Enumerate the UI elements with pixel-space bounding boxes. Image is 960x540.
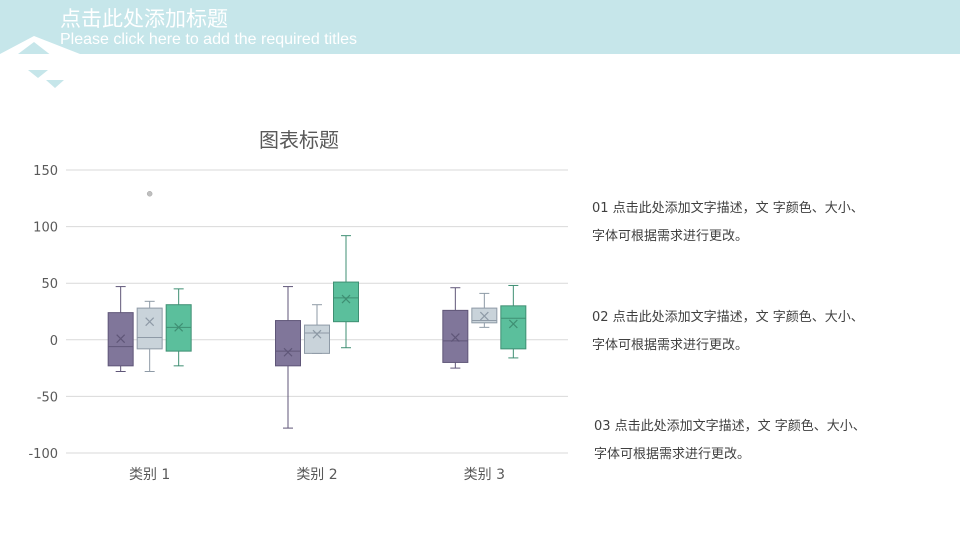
- x-tick-label: 类别 2: [296, 467, 337, 483]
- page-subtitle: Please click here to add the required ti…: [60, 31, 358, 48]
- mean-marker: [116, 334, 126, 344]
- x-tick-label: 类别 1: [129, 467, 170, 483]
- box: [442, 309, 469, 363]
- y-tick-label: -50: [37, 390, 58, 405]
- box: [275, 320, 301, 367]
- x-tick-label: 类别 3: [464, 467, 505, 483]
- mean-marker: [450, 333, 460, 342]
- y-tick-label: 50: [41, 277, 58, 292]
- box: [304, 324, 330, 354]
- y-tick-label: 100: [33, 221, 58, 236]
- mean-marker: [145, 317, 155, 327]
- y-tick-label: 150: [33, 164, 58, 179]
- description-3-line-1: 03 点击此处添加文字描述，文 字颜色、大小、: [594, 419, 866, 434]
- page-title: 点击此处添加标题: [60, 7, 228, 31]
- mountain-decoration-icon: [0, 36, 80, 88]
- description-2-line-2: 字体可根据需求进行更改。: [592, 338, 749, 353]
- description-3: 03 点击此处添加文字描述，文 字颜色、大小、 字体可根据需求进行更改。: [594, 413, 954, 469]
- description-2: 02 点击此处添加文字描述，文 字颜色、大小、 字体可根据需求进行更改。: [592, 304, 952, 360]
- box-plot-chart: 图表标题 -100 -50 0 50 100 150 类别 1 类别 2 类别 3: [28, 128, 568, 483]
- header-band: [0, 0, 960, 54]
- chart-title: 图表标题: [259, 128, 339, 152]
- description-1-line-1: 01 点击此处添加文字描述，文 字颜色、大小、: [592, 201, 864, 216]
- outlier-point: [146, 191, 153, 197]
- description-1: 01 点击此处添加文字描述，文 字颜色、大小、 字体可根据需求进行更改。: [592, 195, 952, 251]
- box: [500, 305, 527, 350]
- mean-marker: [341, 294, 351, 304]
- box: [333, 281, 359, 323]
- description-1-line-2: 字体可根据需求进行更改。: [592, 229, 749, 244]
- mean-marker: [312, 329, 322, 339]
- y-tick-label: -100: [28, 447, 58, 462]
- description-3-line-2: 字体可根据需求进行更改。: [594, 447, 751, 462]
- mean-marker: [283, 347, 293, 357]
- mean-marker: [479, 311, 489, 321]
- y-tick-label: 0: [50, 334, 58, 349]
- mean-marker: [508, 319, 518, 329]
- box: [136, 307, 163, 350]
- mean-marker: [174, 322, 184, 332]
- description-2-line-1: 02 点击此处添加文字描述，文 字颜色、大小、: [592, 310, 864, 325]
